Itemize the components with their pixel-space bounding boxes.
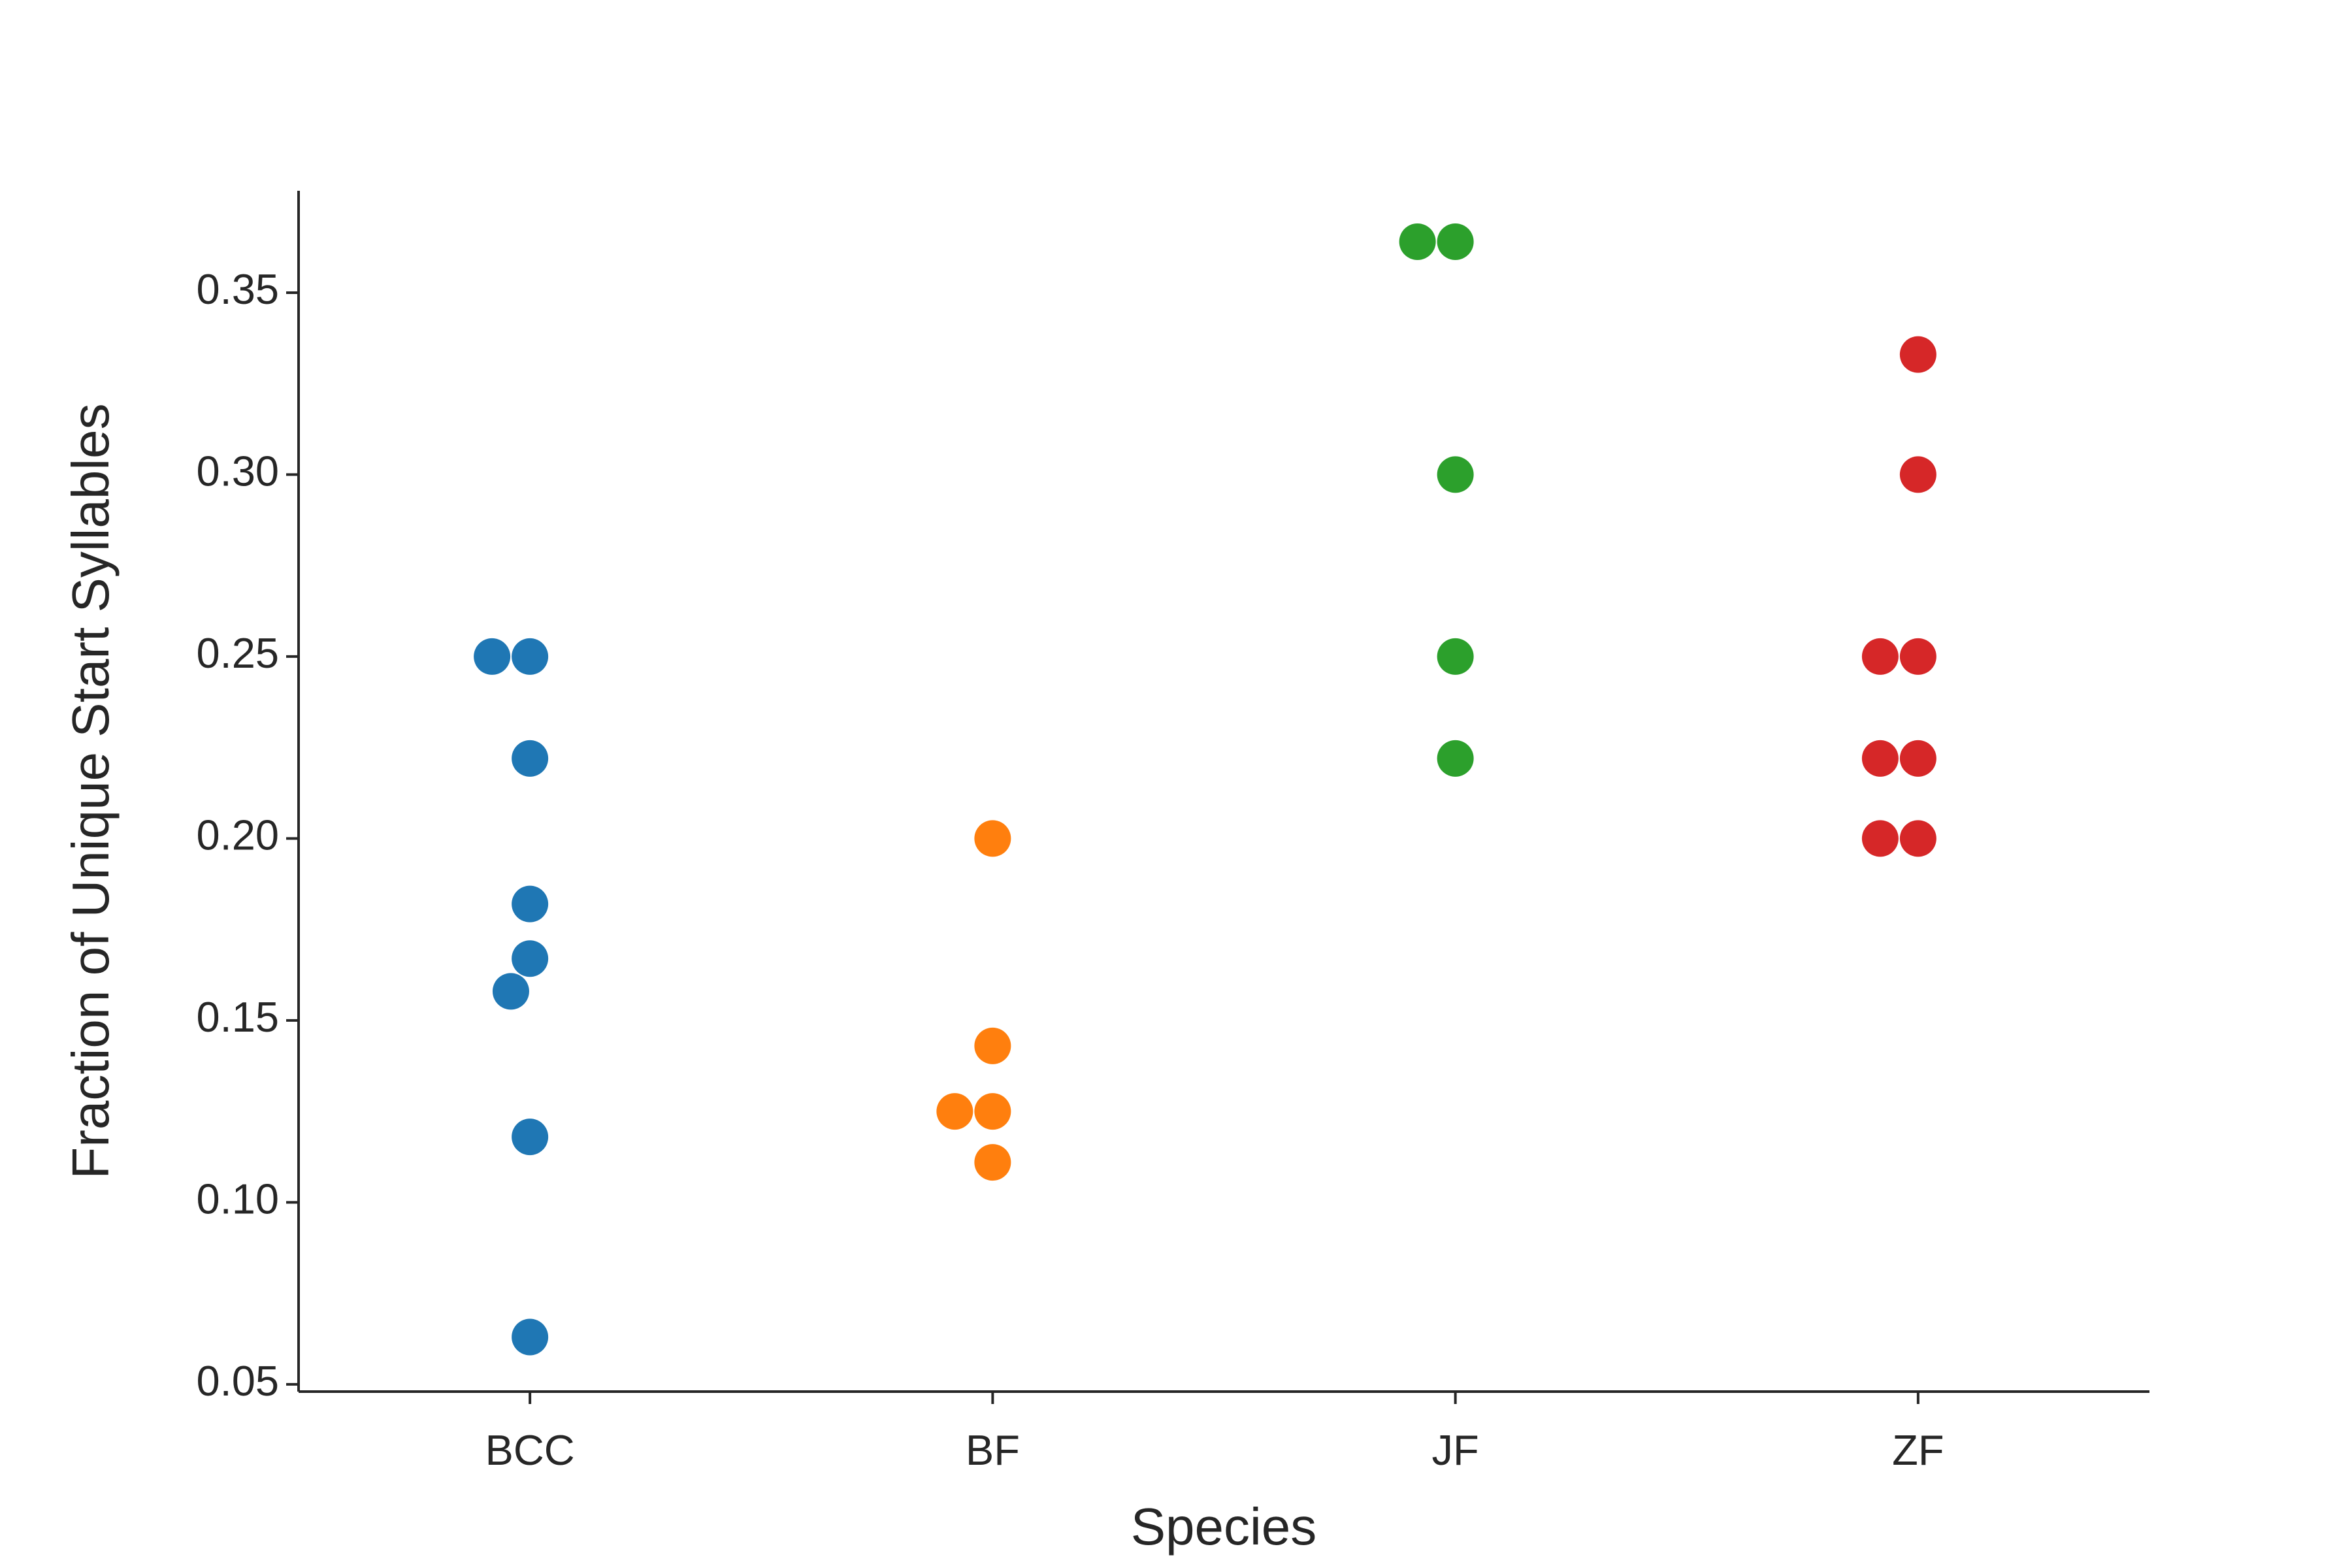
point [1399, 223, 1436, 260]
point [512, 1318, 549, 1356]
y-tick-label: 0.25 [196, 629, 279, 677]
point [1899, 456, 1936, 493]
y-tick-label: 0.10 [196, 1175, 279, 1223]
point [1437, 740, 1474, 777]
point [492, 973, 529, 1010]
point [1437, 456, 1474, 493]
point [1899, 638, 1936, 675]
x-tick-label: BF [966, 1426, 1020, 1474]
point [512, 1119, 549, 1156]
point [1861, 820, 1899, 857]
point [936, 1093, 973, 1130]
x-tick-label: JF [1432, 1426, 1479, 1474]
x-axis-label: Species [1131, 1497, 1317, 1556]
y-tick-label: 0.30 [196, 448, 279, 495]
x-tick-label: BCC [485, 1426, 575, 1474]
y-tick-label: 0.35 [196, 265, 279, 313]
point [512, 885, 549, 923]
point [974, 1144, 1011, 1181]
point [974, 1093, 1011, 1130]
point [512, 940, 549, 977]
point [474, 638, 511, 675]
y-tick-label: 0.20 [196, 811, 279, 859]
point [1899, 820, 1936, 857]
y-tick-label: 0.05 [196, 1357, 279, 1405]
y-axis-label: Fraction of Unique Start Syllables [61, 403, 120, 1179]
y-tick-label: 0.15 [196, 993, 279, 1041]
point [512, 740, 549, 777]
point [1861, 740, 1899, 777]
point [1437, 223, 1474, 260]
point [1437, 638, 1474, 675]
point [1899, 336, 1936, 373]
x-tick-label: ZF [1892, 1426, 1944, 1474]
point [1899, 740, 1936, 777]
point [1861, 638, 1899, 675]
point [974, 1027, 1011, 1064]
point [512, 638, 549, 675]
point [974, 820, 1011, 857]
